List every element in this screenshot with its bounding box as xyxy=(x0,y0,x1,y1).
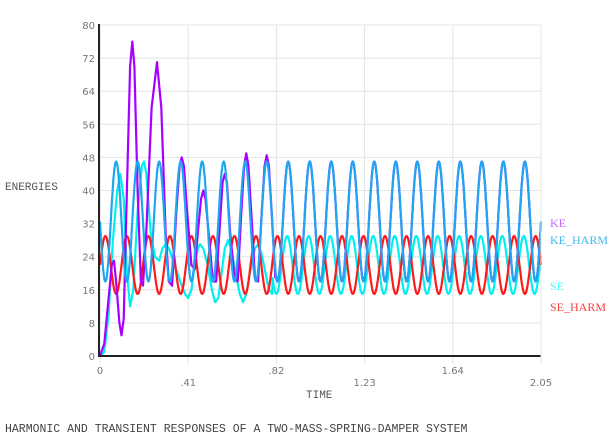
y-axis-label: ENERGIES xyxy=(5,182,58,194)
y-tick-label: 80 xyxy=(82,21,95,32)
x-tick-label: 2.05 xyxy=(530,378,552,389)
y-tick-label: 56 xyxy=(82,120,95,131)
x-tick-label: .41 xyxy=(180,378,196,389)
series-ke xyxy=(98,40,543,357)
legend-item-ke: KE xyxy=(550,216,566,230)
y-tick-label: 8 xyxy=(89,319,95,330)
chart-title: HARMONIC AND TRANSIENT RESPONSES OF A TW… xyxy=(5,423,467,436)
x-tick-label: 1.23 xyxy=(353,378,375,389)
x-axis-ticks: 0 .41 .82 1.23 1.64 2.05 xyxy=(97,366,552,389)
series-ke-harm xyxy=(98,160,543,283)
x-tick-label: 1.64 xyxy=(442,366,464,377)
axes xyxy=(98,24,542,364)
y-tick-label: 72 xyxy=(82,54,95,65)
y-axis-ticks: 0 8 16 24 32 40 48 56 64 72 80 xyxy=(82,21,95,363)
series-se xyxy=(99,160,543,357)
y-tick-label: 0 xyxy=(89,352,95,363)
legend-item-se-harm: SE_HARM xyxy=(550,300,606,314)
legend-item-ke-harm: KE_HARM xyxy=(550,233,608,247)
y-tick-label: 64 xyxy=(82,87,95,98)
x-tick-label: .82 xyxy=(268,366,284,377)
y-tick-label: 32 xyxy=(82,220,95,231)
y-tick-label: 16 xyxy=(82,286,95,297)
legend: KE KE_HARM SE SE_HARM xyxy=(550,216,608,314)
legend-item-se: SE xyxy=(550,279,564,293)
y-tick-label: 48 xyxy=(82,153,95,164)
data-series xyxy=(98,40,543,357)
y-tick-label: 24 xyxy=(82,253,95,264)
y-tick-label: 40 xyxy=(82,187,95,198)
x-axis-label: TIME xyxy=(306,390,333,402)
grid-lines xyxy=(99,24,542,364)
x-tick-label: 0 xyxy=(97,366,103,377)
